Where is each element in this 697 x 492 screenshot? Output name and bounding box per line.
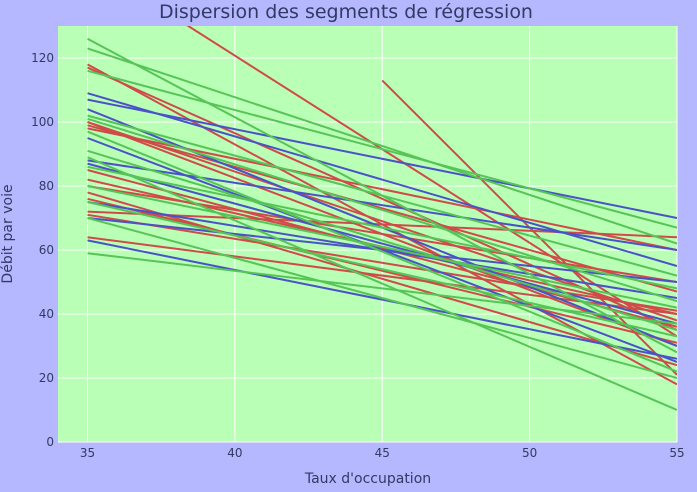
regression-segment-30 — [87, 117, 677, 303]
y-axis-label: Débit par voie — [0, 184, 16, 283]
regression-segment-5 — [87, 124, 677, 293]
regression-segment-12 — [87, 210, 677, 239]
regression-segment-37 — [87, 217, 677, 379]
regression-segment-21 — [87, 159, 677, 251]
chart-title: Dispersion des segments de régression — [159, 1, 533, 23]
y-tick-label: 120 — [31, 51, 54, 65]
regression-segment-22 — [87, 162, 677, 325]
regression-segment-13 — [87, 213, 677, 312]
regression-segment-11 — [87, 197, 677, 344]
tick-labels: 35 40 45 50 55 0 20 40 60 80 100 120 — [31, 51, 685, 460]
y-tick-label: 60 — [39, 243, 54, 257]
regression-segment-36 — [87, 201, 677, 338]
regression-segment-33 — [87, 156, 677, 411]
regression-segment-18 — [87, 98, 677, 219]
regression-segment-10 — [87, 191, 677, 367]
regression-segment-9 — [87, 185, 677, 283]
x-axis-label: Taux d'occupation — [304, 471, 431, 487]
regression-segment-31 — [87, 130, 677, 373]
series-group — [86, 26, 677, 411]
regression-segment-17 — [87, 92, 677, 267]
x-tick-label: 50 — [522, 446, 537, 460]
y-tick-label: 100 — [31, 115, 54, 129]
x-tick-label: 45 — [375, 446, 390, 460]
y-tick-label: 80 — [39, 179, 54, 193]
regression-segment-32 — [87, 149, 677, 331]
regression-segment-38 — [87, 252, 677, 325]
regression-segment-29 — [87, 114, 677, 277]
x-tick-label: 35 — [80, 446, 95, 460]
regression-segment-25 — [87, 239, 677, 360]
x-tick-label: 55 — [669, 446, 684, 460]
regression-segment-28 — [87, 69, 677, 229]
regression-segment-3 — [87, 66, 677, 331]
regression-segment-27 — [87, 47, 677, 245]
y-tick-label: 40 — [39, 307, 54, 321]
y-tick-label: 0 — [46, 435, 54, 449]
regression-segment-34 — [87, 165, 677, 290]
regression-segment-35 — [87, 185, 677, 309]
x-tick-label: 40 — [227, 446, 242, 460]
y-tick-label: 20 — [39, 371, 54, 385]
